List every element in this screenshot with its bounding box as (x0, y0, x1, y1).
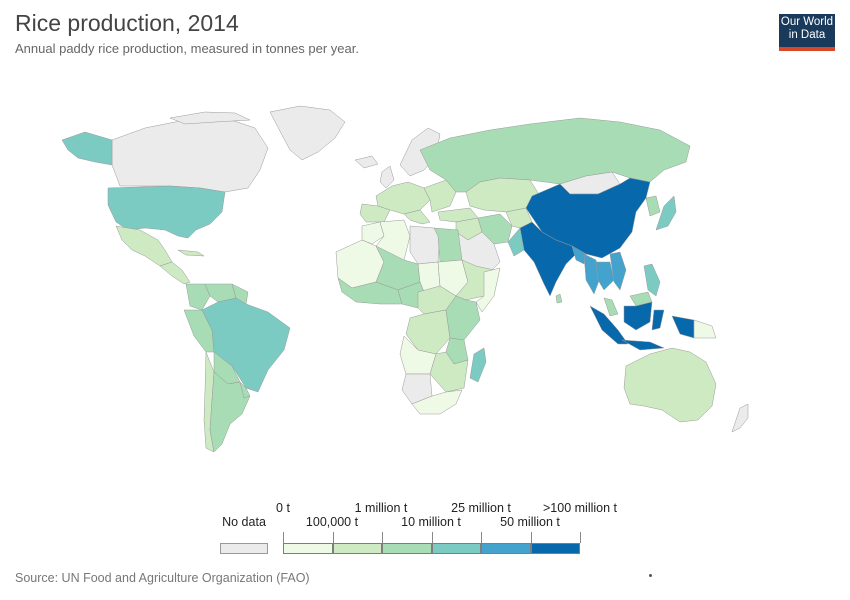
country-vietnam[interactable] (609, 251, 627, 291)
legend-top-label: 0 t (276, 501, 290, 515)
legend-tick (431, 532, 433, 543)
country-colombia[interactable] (185, 283, 211, 311)
country-zambia-mozambique[interactable] (429, 351, 469, 393)
country-png[interactable] (693, 319, 717, 339)
country-madagascar[interactable] (469, 347, 487, 383)
country-new-zealand[interactable] (731, 403, 749, 433)
country-usa[interactable] (107, 185, 226, 239)
country-east-africa[interactable] (445, 295, 481, 341)
legend-bottom-label: 100,000 t (305, 515, 359, 529)
country-central-america[interactable] (159, 261, 191, 285)
legend-tick (481, 532, 482, 543)
legend-tick (530, 532, 532, 543)
legend-bin-swatch (530, 543, 580, 554)
legend-bottom-label: 50 million t (500, 515, 560, 529)
country-somalia[interactable] (475, 267, 501, 313)
legend-tick (382, 532, 383, 543)
country-argentina[interactable] (209, 371, 251, 453)
legend-top-label: 25 million t (451, 501, 511, 515)
country-libya[interactable] (409, 225, 441, 265)
legend-bottom-label: 10 million t (401, 515, 461, 529)
country-australia[interactable] (623, 347, 717, 423)
logo-line-2: in Data (788, 29, 826, 41)
country-indonesia-sulawesi[interactable] (651, 309, 665, 331)
legend-bin-swatch (382, 543, 432, 554)
country-iceland[interactable] (354, 155, 379, 169)
legend-top-label: 1 million t (354, 501, 408, 515)
country-cuba[interactable] (177, 249, 205, 257)
owid-logo[interactable]: Our World in Data (779, 14, 835, 51)
country-bangladesh[interactable] (571, 245, 587, 265)
legend-no-data-swatch (220, 543, 268, 554)
legend-no-data-label: No data (222, 515, 266, 529)
legend-bin-swatch (481, 543, 531, 554)
country-indonesia-sumatra[interactable] (589, 305, 629, 345)
legend-tick (580, 532, 581, 543)
logo-accent-bar (779, 47, 835, 51)
country-philippines[interactable] (643, 263, 661, 297)
country-uk[interactable] (379, 165, 395, 189)
legend-top-label: >100 million t (543, 501, 617, 515)
country-italy[interactable] (403, 209, 431, 225)
country-indonesia-borneo[interactable] (623, 301, 653, 331)
chart-title: Rice production, 2014 (15, 10, 239, 36)
country-congo[interactable] (405, 309, 451, 355)
legend-bin-swatch (431, 543, 481, 554)
legend-bin-swatch (283, 543, 333, 554)
legend-bin-swatch (332, 543, 382, 554)
country-canada[interactable] (111, 117, 269, 193)
source-note: Source: UN Food and Agriculture Organiza… (15, 571, 310, 585)
legend-tick (283, 532, 284, 543)
country-indonesia-papua[interactable] (671, 315, 695, 339)
country-south-africa[interactable] (411, 389, 463, 415)
country-mexico[interactable] (115, 225, 173, 267)
country-india[interactable] (519, 221, 579, 297)
country-canada-islands[interactable] (169, 111, 251, 125)
chart-subtitle: Annual paddy rice production, measured i… (15, 41, 359, 56)
country-sri-lanka[interactable] (555, 293, 563, 304)
country-uruguay[interactable] (239, 381, 251, 399)
country-japan[interactable] (655, 195, 677, 231)
country-indonesia-java[interactable] (621, 339, 665, 351)
country-korea[interactable] (645, 195, 661, 217)
country-russia[interactable] (419, 117, 691, 193)
country-thailand[interactable] (595, 261, 615, 291)
legend-tick (332, 532, 334, 543)
logo-line-1: Our World (780, 16, 834, 28)
country-malaysia[interactable] (603, 297, 619, 317)
country-alaska[interactable] (61, 131, 113, 166)
country-greenland[interactable] (269, 105, 346, 161)
country-pakistan[interactable] (507, 227, 525, 257)
decorative-dot (649, 574, 652, 577)
country-morocco[interactable] (361, 221, 385, 245)
